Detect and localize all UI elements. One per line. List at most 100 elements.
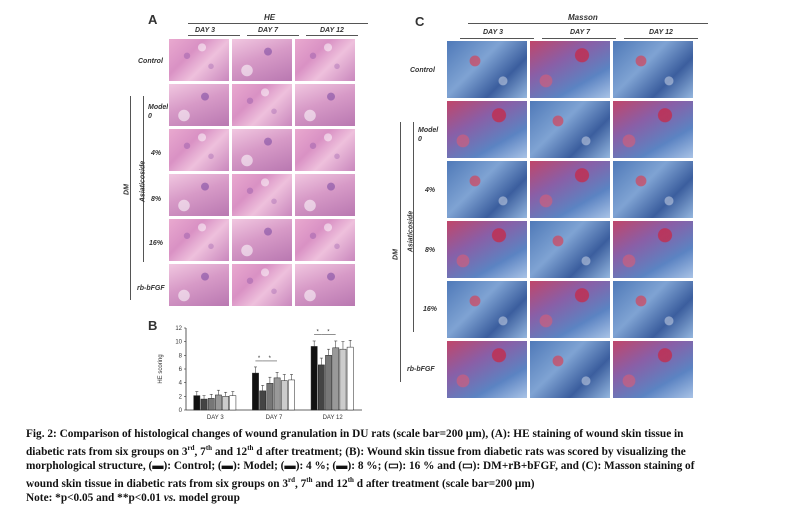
masson-micrograph-r6-c3 [612, 340, 694, 399]
he-micrograph-r6-c3 [294, 263, 356, 307]
panel-b-chart: 0 2 4 6 8 10 12 HE scoring DAY 3 DAY 7 DAY 12 * * * * [158, 326, 362, 421]
he-micrograph-r2-c1 [168, 83, 230, 127]
bar [266, 383, 274, 411]
caption-sup: rd [187, 444, 195, 453]
y-axis-label: HE scoring [158, 354, 164, 383]
bar [310, 346, 318, 411]
panel-c-col-day7: DAY 7 [570, 29, 590, 36]
panel-c-col-rule-3 [624, 38, 698, 39]
he-micrograph-r3-c3 [294, 128, 356, 172]
bar [288, 379, 295, 411]
y-tick-label: 6 [179, 367, 183, 373]
he-micrograph-r5-c3 [294, 218, 356, 262]
he-micrograph-r6-c1 [168, 263, 230, 307]
masson-micrograph-r2-c3 [612, 100, 694, 159]
bar [207, 398, 215, 411]
bar [339, 348, 347, 411]
panel-c-dm-bracket [400, 122, 401, 382]
masson-micrograph-r4-c3 [612, 220, 694, 279]
masson-micrograph-r4-c2 [529, 220, 611, 279]
he-micrograph-r2-c3 [294, 83, 356, 127]
panel-c-letter: C [415, 14, 425, 29]
masson-micrograph-r6-c1 [446, 340, 528, 399]
panel-a-asiaticoside-label: Asiaticoside [139, 160, 147, 203]
sig-star: * [327, 329, 330, 335]
bar [332, 347, 340, 411]
caption-line-2-text-d: d after treatment; (B): Wound skin tissu… [253, 445, 686, 458]
he-micrograph-r4-c3 [294, 173, 356, 217]
y-tick-label: 2 [179, 394, 183, 400]
masson-micrograph-r5-c3 [612, 280, 694, 339]
bar [200, 398, 208, 411]
he-micrograph-r4-c2 [231, 173, 293, 217]
masson-micrograph-r3-c3 [612, 160, 694, 219]
caption-line-5: Note: *p<0.05 and **p<0.01 vs. model gro… [26, 491, 796, 505]
y-tick-label: 0 [179, 408, 183, 414]
sig-star: * [316, 329, 319, 335]
panel-c-row-16pct: 16% [423, 306, 438, 313]
panel-a-asiaticoside-bracket [143, 96, 144, 262]
panel-c-col-day3: DAY 3 [483, 29, 503, 36]
caption-sup: rd [287, 476, 295, 485]
caption-sup: th [205, 444, 213, 453]
he-micrograph-r1-c2 [231, 38, 293, 82]
masson-micrograph-r5-c2 [529, 280, 611, 339]
caption-sup: th [247, 444, 254, 453]
he-micrograph-r6-c2 [231, 263, 293, 307]
caption-line-4-text-c: and 12 [312, 478, 348, 491]
caption-line-2-text-a: diabetic rats from six groups on 3 [26, 445, 188, 458]
caption-line-5-text-b: model group [176, 492, 240, 505]
masson-micrograph-r1-c2 [529, 40, 611, 99]
panel-c-row-rbfgf: rb-bFGF [407, 366, 435, 373]
panel-c-row-model: Model 0 [418, 127, 439, 143]
masson-micrograph-r5-c1 [446, 280, 528, 339]
panel-a-col-rule-2 [247, 35, 299, 36]
masson-micrograph-r6-c2 [529, 340, 611, 399]
x-tick-label: DAY 3 [207, 415, 224, 421]
panel-a-row-8pct: 8% [151, 196, 162, 203]
panel-c-dm-label: DM [392, 249, 400, 260]
he-micrograph-r4-c1 [168, 173, 230, 217]
panel-a-col-day7: DAY 7 [258, 27, 278, 34]
panel-a-col-day3: DAY 3 [195, 27, 215, 34]
caption-line-2-text-b: , 7 [194, 445, 206, 458]
caption-line-3-text: morphological structure, (▬): Control; (… [26, 460, 695, 473]
caption-line-3: morphological structure, (▬): Control; (… [26, 459, 796, 473]
masson-micrograph-r2-c1 [446, 100, 528, 159]
caption-line-5-text-a: Note: *p<0.05 and **p<0.01 [26, 492, 164, 505]
masson-micrograph-r4-c1 [446, 220, 528, 279]
bar [193, 395, 201, 411]
he-micrograph-r3-c1 [168, 128, 230, 172]
bar [259, 390, 267, 411]
bar [252, 372, 259, 411]
masson-micrograph-r3-c2 [529, 160, 611, 219]
panel-c-title-rule [468, 23, 708, 24]
he-micrograph-r5-c1 [168, 218, 230, 262]
y-tick-label: 12 [175, 326, 182, 332]
he-micrograph-r5-c2 [231, 218, 293, 262]
y-tick-label: 8 [179, 353, 183, 359]
panel-c-row-4pct: 4% [425, 187, 436, 194]
he-micrograph-r2-c2 [231, 83, 293, 127]
bar [215, 394, 222, 411]
caption-line-1: Fig. 2: Comparison of histological chang… [26, 427, 796, 441]
sig-star: * [258, 356, 261, 362]
y-tick-label: 10 [175, 340, 182, 346]
caption-vs: vs. [163, 492, 177, 505]
panel-c-col-rule-1 [460, 38, 534, 39]
he-micrograph-r1-c3 [294, 38, 356, 82]
sig-star: * [269, 356, 272, 362]
panel-a-letter: A [148, 12, 158, 27]
panel-a-row-16pct: 16% [149, 240, 164, 247]
panel-a-row-rbfgf: rb-bFGF [137, 285, 165, 292]
bar [222, 396, 229, 411]
bar [280, 380, 288, 411]
panel-a-col-day12: DAY 12 [320, 27, 344, 34]
caption-line-4: wound skin tissue in diabetic rats from … [26, 473, 796, 491]
x-tick-label: DAY 7 [266, 415, 283, 421]
masson-micrograph-r2-c2 [529, 100, 611, 159]
panel-a-dm-bracket [130, 96, 131, 300]
panel-c-col-rule-2 [542, 38, 616, 39]
panel-c-row-control: Control [410, 67, 435, 74]
caption-line-4-text-b: , 7 [294, 478, 307, 491]
